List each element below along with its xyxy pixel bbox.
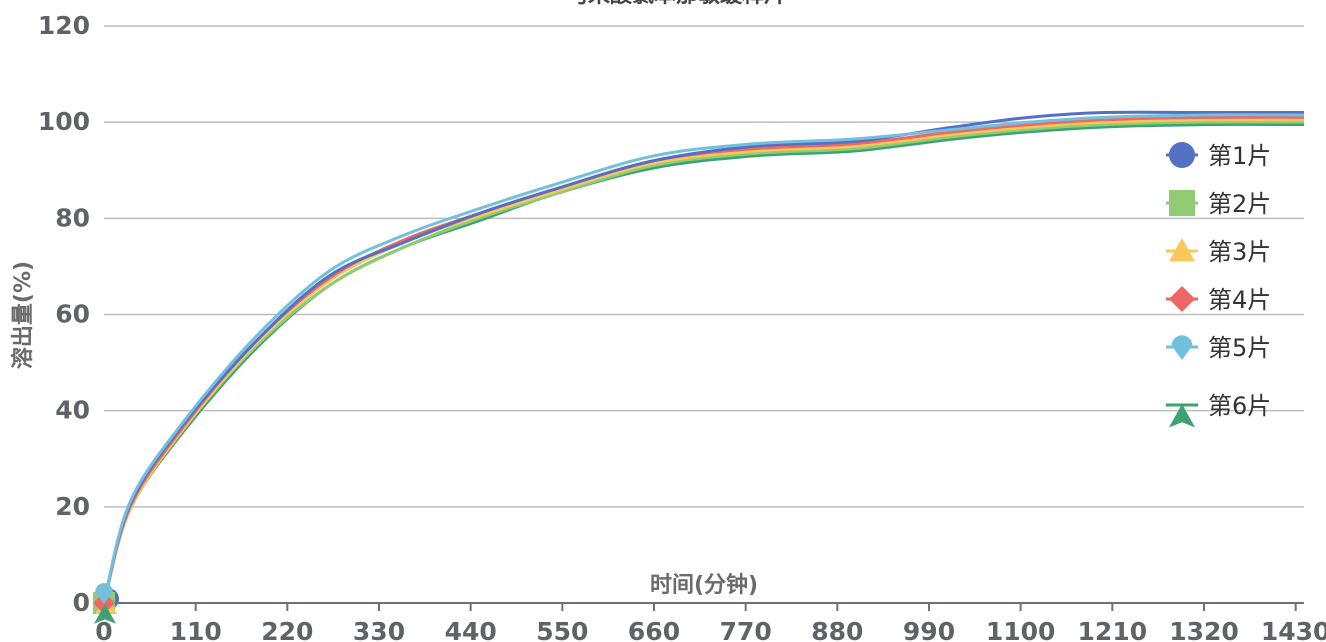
x-tick-label: 440 [445, 617, 497, 642]
legend-label: 第4片 [1208, 286, 1271, 314]
x-axis-title: 时间(分钟) [650, 572, 758, 598]
legend-item[interactable]: 第3片 [1166, 238, 1271, 266]
x-tick-label: 220 [261, 617, 313, 642]
legend-label: 第5片 [1208, 334, 1271, 362]
x-axis-ticks: 0 110 220 330 440 550 660 770 880 990 1100 1210 1320… [95, 603, 1326, 642]
chart-title: 马来酸氯苯那敏缓释片 [566, 0, 786, 8]
series-line [102, 113, 1305, 604]
y-axis-title: 溶出量(%) [10, 261, 36, 369]
data-point-marker [95, 583, 113, 604]
legend-item[interactable]: 第2片 [1166, 190, 1271, 218]
x-tick-label: 1430 [1261, 617, 1326, 642]
x-tick-label: 110 [170, 617, 222, 642]
x-tick-label: 550 [536, 617, 588, 642]
y-tick-label: 40 [55, 396, 90, 425]
series-line [102, 122, 1305, 604]
y-tick-label: 60 [55, 300, 90, 329]
x-tick-label: 0 [95, 617, 112, 642]
x-tick-label: 1210 [1078, 617, 1148, 642]
x-tick-label: 1100 [986, 617, 1056, 642]
legend-marker [1169, 286, 1195, 312]
data-point-marker [94, 604, 116, 624]
legend-item[interactable]: 第4片 [1166, 286, 1271, 314]
y-tick-label: 20 [55, 492, 90, 521]
y-tick-label: 100 [38, 107, 90, 136]
legend-marker [1169, 404, 1195, 428]
series-line [102, 118, 1305, 604]
x-tick-label: 330 [353, 617, 405, 642]
legend-item[interactable]: 第1片 [1166, 142, 1271, 170]
x-tick-label: 990 [903, 617, 955, 642]
legend-marker [1169, 142, 1195, 168]
legend-item[interactable]: 第5片 [1166, 334, 1271, 362]
y-tick-label: 0 [73, 588, 90, 617]
series-line [102, 110, 1304, 604]
grid-lines [104, 25, 1304, 508]
x-tick-label: 1320 [1169, 617, 1239, 642]
y-tick-label: 120 [38, 11, 90, 40]
legend-label: 第3片 [1208, 238, 1271, 266]
x-tick-label: 660 [628, 617, 680, 642]
legend-marker [1171, 335, 1193, 360]
legend-marker [1169, 190, 1195, 216]
start-markers [93, 583, 119, 624]
x-tick-label: 880 [811, 617, 863, 642]
legend-item[interactable]: 第6片 [1166, 392, 1271, 428]
series-lines [102, 110, 1305, 604]
legend-label: 第1片 [1208, 142, 1271, 170]
y-tick-label: 80 [55, 203, 90, 232]
x-tick-label: 770 [720, 617, 772, 642]
legend-label: 第6片 [1208, 392, 1271, 420]
series-line [102, 120, 1305, 604]
legend-label: 第2片 [1208, 190, 1271, 218]
legend-marker [1169, 238, 1195, 262]
series-line [102, 115, 1305, 604]
y-axis-ticks: 0 20 40 60 80 100 120 [38, 11, 90, 617]
